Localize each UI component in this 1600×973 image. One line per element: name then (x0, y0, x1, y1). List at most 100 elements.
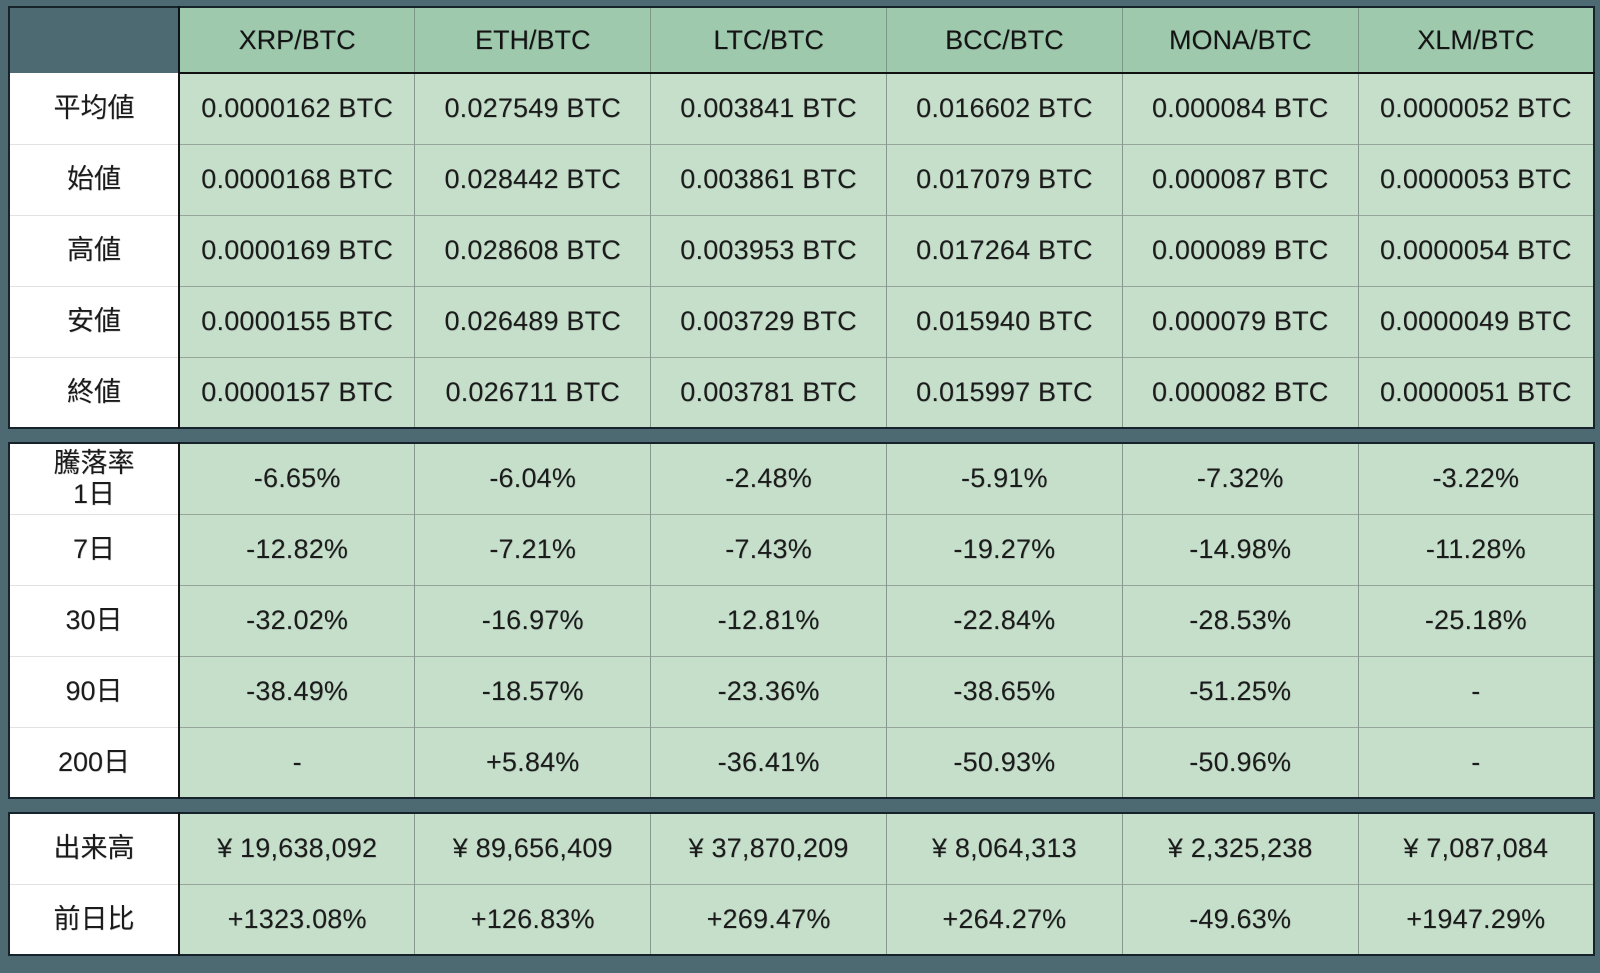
table-cell: 0.0000049 BTC (1357, 285, 1594, 357)
table-cell: 0.017079 BTC (885, 143, 1123, 215)
table-cell: 0.0000053 BTC (1357, 143, 1594, 215)
table-cell: -16.97% (414, 584, 651, 656)
column-header-mona: MONA/BTC (1121, 7, 1359, 74)
table-cell: -49.63% (1121, 883, 1359, 955)
table-cell: -38.65% (885, 655, 1123, 727)
table-row: 終値 0.0000157 BTC 0.026711 BTC 0.003781 BTC 0… (9, 356, 1594, 428)
table-row: 安値 0.0000155 BTC 0.026489 BTC 0.003729 BTC 0… (9, 285, 1594, 357)
table-cell: 0.0000168 BTC (179, 143, 415, 215)
table-cell: -6.04% (414, 443, 651, 514)
table-cell: -32.02% (179, 584, 415, 656)
table-cell: -36.41% (650, 726, 887, 798)
table-cell: ¥ 89,656,409 (414, 813, 651, 884)
table-row: 7日 -12.82% -7.21% -7.43% -19.27% -14.98% -11.2… (9, 513, 1594, 585)
table-row: 前日比 +1323.08% +126.83% +269.47% +264.27% -49.… (9, 883, 1594, 955)
table-cell: -2.48% (650, 443, 887, 514)
table-cell: 0.0000162 BTC (179, 73, 415, 144)
row-label-text: 90日 (65, 675, 123, 706)
corner-cell (9, 7, 180, 73)
row-label: 前日比 (9, 883, 180, 955)
table-cell: 0.027549 BTC (414, 73, 651, 144)
price-section-table: XRP/BTC ETH/BTC LTC/BTC BCC/BTC MONA/BTC XLM/… (8, 6, 1595, 429)
row-label: 7日 (9, 513, 180, 585)
table-cell: 0.003861 BTC (650, 143, 887, 215)
row-label: 安値 (9, 285, 180, 357)
table-cell: - (179, 726, 415, 798)
header-row: XRP/BTC ETH/BTC LTC/BTC BCC/BTC MONA/BTC XLM/… (9, 7, 1594, 74)
table-cell: 0.003781 BTC (650, 356, 887, 428)
table-cell: 0.016602 BTC (885, 73, 1123, 144)
table-cell: -3.22% (1357, 443, 1594, 514)
table-cell: 0.017264 BTC (885, 214, 1123, 286)
table-cell: -23.36% (650, 655, 887, 727)
table-cell: -28.53% (1121, 584, 1359, 656)
table-cell: 0.003841 BTC (650, 73, 887, 144)
table-cell: -6.65% (179, 443, 415, 514)
table-cell: - (1357, 726, 1594, 798)
row-label-text: 平均値 (53, 92, 135, 123)
table-cell: 0.0000052 BTC (1357, 73, 1594, 144)
table-cell: 0.015997 BTC (885, 356, 1123, 428)
table-cell: 0.000082 BTC (1121, 356, 1359, 428)
table-cell: -18.57% (414, 655, 651, 727)
row-label-text: 前日比 (53, 903, 135, 934)
table-cell: ¥ 2,325,238 (1121, 813, 1359, 884)
table-cell: 0.0000169 BTC (179, 214, 415, 286)
table-row: 騰落率 1日 -6.65% -6.04% -2.48% -5.91% -7.32% -3.22… (9, 443, 1594, 514)
table-cell: 0.000079 BTC (1121, 285, 1359, 357)
table-cell: ¥ 7,087,084 (1357, 813, 1594, 884)
row-label: 平均値 (9, 73, 180, 144)
table-cell: -5.91% (885, 443, 1123, 514)
table-cell: -25.18% (1357, 584, 1594, 656)
column-header-ltc: LTC/BTC (650, 7, 887, 74)
table-cell: 0.003729 BTC (650, 285, 887, 357)
table-cell: -7.21% (414, 513, 651, 585)
table-cell: 0.000089 BTC (1121, 214, 1359, 286)
table-cell: -50.93% (885, 726, 1123, 798)
row-label: 出来高 (9, 813, 180, 884)
row-label: 終値 (9, 356, 180, 428)
table-cell: 0.000084 BTC (1121, 73, 1359, 144)
row-label-text: 安値 (67, 305, 121, 336)
table-cell: -7.32% (1121, 443, 1359, 514)
row-label: 高値 (9, 214, 180, 286)
table-row: 平均値 0.0000162 BTC 0.027549 BTC 0.003841 BTC… (9, 73, 1594, 144)
row-label-text: 高値 (67, 234, 121, 265)
table-cell: +5.84% (414, 726, 651, 798)
table-cell: +126.83% (414, 883, 651, 955)
row-label: 騰落率 1日 (9, 443, 180, 514)
table-cell: ¥ 8,064,313 (885, 813, 1123, 884)
table-cell: - (1357, 655, 1594, 727)
row-label-text: 7日 (72, 533, 116, 564)
volume-section-table: 出来高 ¥ 19,638,092 ¥ 89,656,409 ¥ 37,870,209 ¥… (8, 812, 1595, 956)
table-cell: +269.47% (650, 883, 887, 955)
table-cell: 0.028608 BTC (414, 214, 651, 286)
row-label: 90日 (9, 655, 180, 727)
table-cell: 0.0000155 BTC (179, 285, 415, 357)
table-cell: 0.015940 BTC (885, 285, 1123, 357)
table-cell: -7.43% (650, 513, 887, 585)
column-header-eth: ETH/BTC (414, 7, 651, 74)
table-row: 30日 -32.02% -16.97% -12.81% -22.84% -28.53% -2… (9, 584, 1594, 656)
column-header-xrp: XRP/BTC (179, 7, 415, 74)
table-cell: -12.82% (179, 513, 415, 585)
table-cell: -14.98% (1121, 513, 1359, 585)
table-row: 始値 0.0000168 BTC 0.028442 BTC 0.003861 BTC 0… (9, 143, 1594, 215)
table-cell: +1947.29% (1357, 883, 1594, 955)
table-cell: 0.0000051 BTC (1357, 356, 1594, 428)
table-row: 200日 - +5.84% -36.41% -50.93% -50.96% - (9, 726, 1594, 798)
table-cell: -19.27% (885, 513, 1123, 585)
table-cell: +1323.08% (179, 883, 415, 955)
row-label-text: 終値 (67, 376, 121, 407)
table-row: 90日 -38.49% -18.57% -23.36% -38.65% -51.25% - (9, 655, 1594, 727)
row-label-text: 30日 (65, 604, 123, 635)
table-cell: -22.84% (885, 584, 1123, 656)
row-label-text: 200日 (57, 746, 131, 777)
table-cell: 0.0000157 BTC (179, 356, 415, 428)
table-cell: -50.96% (1121, 726, 1359, 798)
row-label-text: 騰落率 (53, 447, 135, 478)
table-row: 高値 0.0000169 BTC 0.028608 BTC 0.003953 BTC 0… (9, 214, 1594, 286)
row-label: 200日 (9, 726, 180, 798)
row-label-text: 出来高 (53, 833, 135, 864)
